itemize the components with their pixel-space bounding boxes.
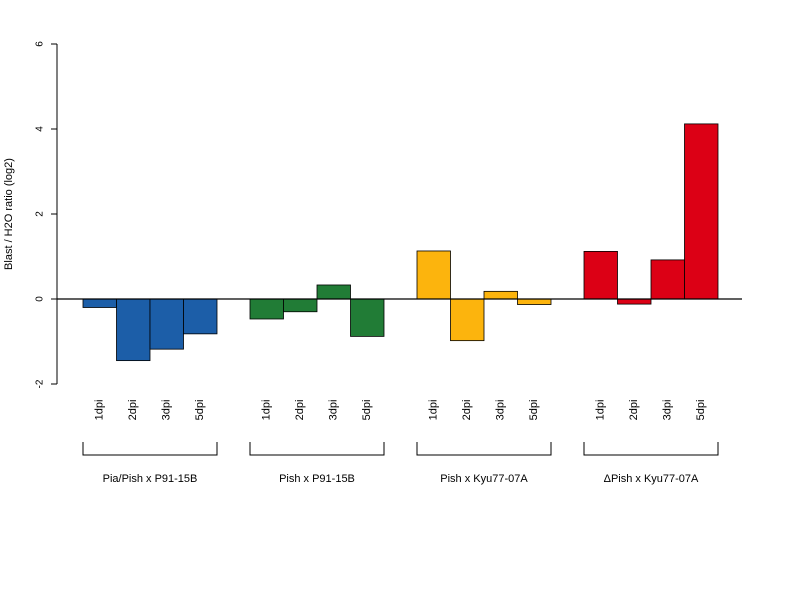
category-label: 2dpi bbox=[127, 400, 139, 421]
bar bbox=[517, 298, 552, 305]
bar bbox=[583, 250, 618, 300]
group-bracket bbox=[583, 442, 719, 456]
bar bbox=[350, 298, 385, 337]
bar bbox=[82, 298, 117, 308]
category-label: 1dpi bbox=[94, 400, 106, 421]
y-tick-label: -2 bbox=[35, 379, 46, 388]
category-label: 5dpi bbox=[695, 400, 707, 421]
bar bbox=[116, 298, 151, 362]
group-label: ΔPish x Kyu77-07A bbox=[604, 473, 699, 485]
y-tick-label: 6 bbox=[35, 41, 46, 47]
group-bracket bbox=[249, 442, 385, 456]
category-label: 3dpi bbox=[328, 400, 340, 421]
y-tick-label: 2 bbox=[35, 211, 46, 217]
bar bbox=[650, 259, 685, 300]
bar bbox=[684, 123, 719, 300]
group-label: Pia/Pish x P91-15B bbox=[103, 473, 198, 485]
bar bbox=[283, 298, 318, 313]
bar bbox=[249, 298, 284, 320]
category-label: 5dpi bbox=[528, 400, 540, 421]
bar bbox=[416, 250, 451, 300]
y-axis-label: Blast / H2O ratio (log2) bbox=[3, 158, 15, 270]
category-label: 3dpi bbox=[161, 400, 173, 421]
group-brackets: Pia/Pish x P91-15B Pish x P91-15B Pish x K… bbox=[82, 442, 719, 485]
y-tick-label: 0 bbox=[35, 296, 46, 302]
group-bracket bbox=[82, 442, 218, 456]
category-label: 1dpi bbox=[428, 400, 440, 421]
category-labels: 1dpi 2dpi 3dpi 5dpi 1dpi 2dpi 3dpi 5dpi 1dpi 2dpi… bbox=[94, 400, 708, 421]
bar bbox=[149, 298, 184, 350]
bar bbox=[316, 284, 351, 300]
y-tick-label: 4 bbox=[35, 126, 46, 132]
category-label: 2dpi bbox=[461, 400, 473, 421]
bar bbox=[617, 298, 652, 305]
group-label: Pish x Kyu77-07A bbox=[440, 473, 528, 485]
y-axis: -2 0 2 4 6 bbox=[35, 41, 58, 388]
category-label: 3dpi bbox=[495, 400, 507, 421]
bars bbox=[82, 123, 719, 362]
category-label: 2dpi bbox=[628, 400, 640, 421]
group-bracket bbox=[416, 442, 552, 456]
bar bbox=[183, 298, 218, 335]
category-label: 1dpi bbox=[261, 400, 273, 421]
category-label: 1dpi bbox=[595, 400, 607, 421]
group-label: Pish x P91-15B bbox=[279, 473, 355, 485]
category-label: 5dpi bbox=[361, 400, 373, 421]
category-label: 2dpi bbox=[294, 400, 306, 421]
bar bbox=[483, 290, 518, 300]
bar bbox=[450, 298, 485, 342]
category-label: 3dpi bbox=[662, 400, 674, 421]
category-label: 5dpi bbox=[194, 400, 206, 421]
